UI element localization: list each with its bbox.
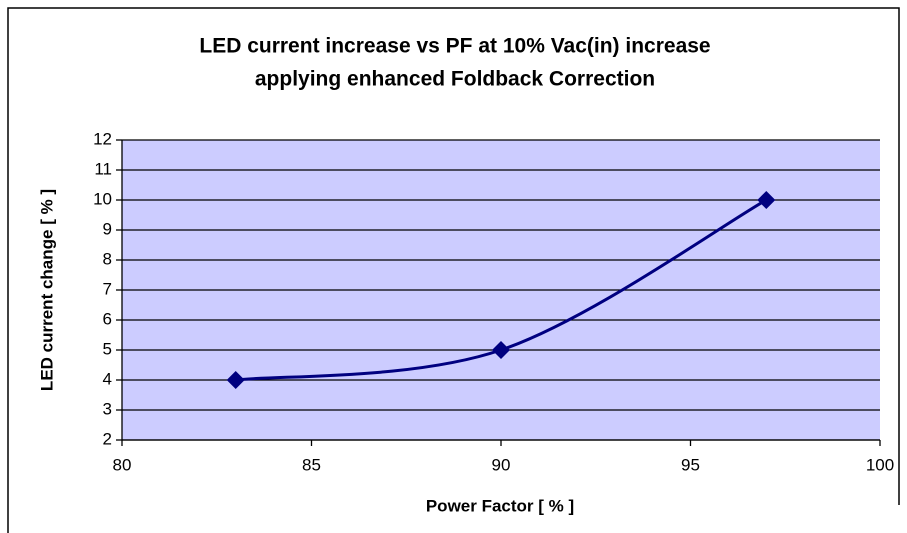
data-point bbox=[757, 191, 776, 209]
y-tick-label: 12 bbox=[93, 129, 112, 148]
x-axis-label: Power Factor [ % ] bbox=[426, 496, 574, 515]
y-tick-label: 3 bbox=[103, 399, 112, 418]
x-tick-label: 100 bbox=[866, 455, 894, 474]
x-tick-label: 85 bbox=[302, 455, 321, 474]
y-tick-label: 10 bbox=[93, 189, 112, 208]
y-tick-label: 4 bbox=[103, 369, 112, 388]
x-tick-label: 90 bbox=[492, 455, 511, 474]
y-tick-label: 8 bbox=[103, 249, 112, 268]
chart-title: LED current increase vs PF at 10% Vac(in… bbox=[199, 35, 710, 58]
y-tick-label: 6 bbox=[103, 309, 112, 328]
y-tick-label: 9 bbox=[103, 219, 112, 238]
y-tick-label: 5 bbox=[103, 339, 112, 358]
data-point bbox=[226, 371, 245, 389]
y-tick-label: 7 bbox=[103, 279, 112, 298]
data-point bbox=[492, 341, 510, 359]
y-tick-label: 11 bbox=[94, 159, 112, 178]
y-tick-label: 2 bbox=[103, 429, 112, 448]
chart-title: applying enhanced Foldback Correction bbox=[255, 68, 655, 91]
x-tick-label: 80 bbox=[113, 455, 132, 474]
y-axis-label: LED current change [ % ] bbox=[37, 189, 56, 391]
chart-frame bbox=[7, 7, 900, 533]
x-tick-label: 95 bbox=[681, 455, 700, 474]
